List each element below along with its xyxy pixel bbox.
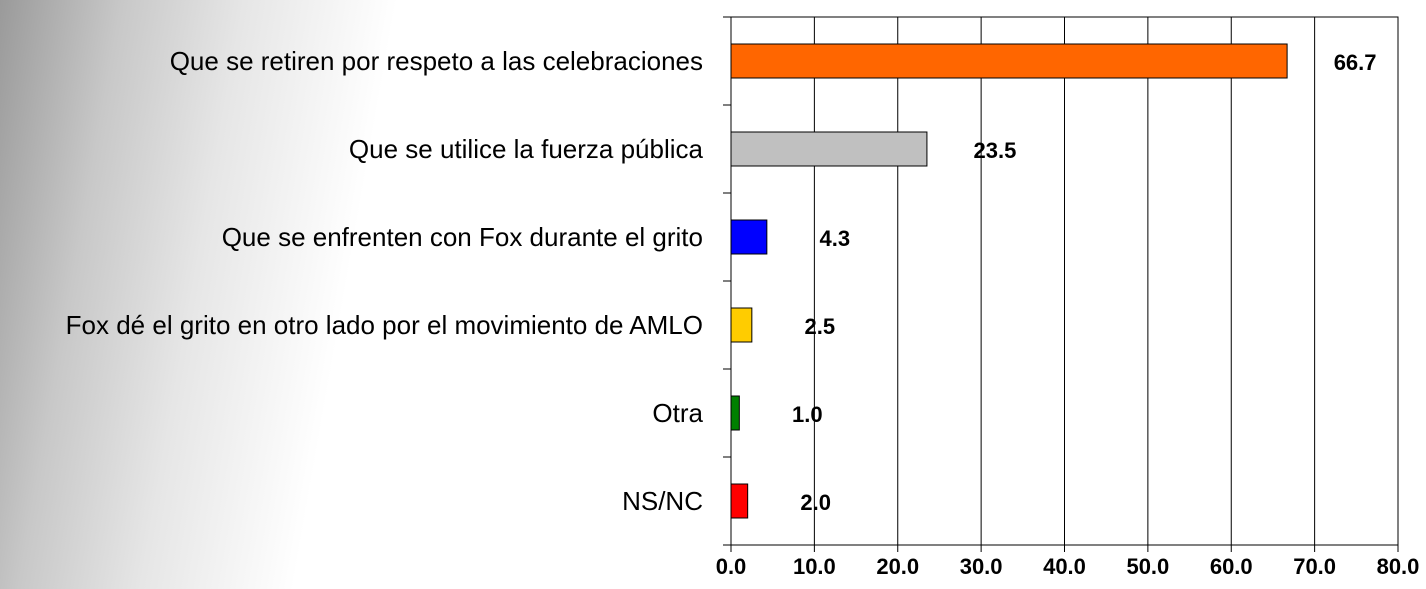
bar: [730, 395, 740, 431]
x-tick-label: 20.0: [876, 554, 919, 579]
bar: [730, 483, 749, 519]
category-label: Que se enfrenten con Fox durante el grit…: [221, 222, 703, 252]
x-tick-label: 0.0: [716, 554, 747, 579]
category-label: Que se retiren por respeto a las celebra…: [169, 46, 703, 76]
bar: [730, 43, 1288, 79]
x-tick-label: 30.0: [960, 554, 1003, 579]
value-label: 1.0: [792, 402, 823, 427]
bar: [730, 307, 753, 343]
bar: [730, 131, 928, 167]
category-label: Fox dé el grito en otro lado por el movi…: [65, 310, 703, 340]
value-label: 23.5: [974, 138, 1017, 163]
x-tick-label: 10.0: [793, 554, 836, 579]
x-tick-label: 70.0: [1293, 554, 1336, 579]
x-tick-label: 80.0: [1377, 554, 1420, 579]
value-label: 66.7: [1334, 50, 1377, 75]
x-tick-label: 60.0: [1210, 554, 1253, 579]
x-tick-label: 40.0: [1043, 554, 1086, 579]
value-label: 2.5: [805, 314, 836, 339]
value-label: 4.3: [820, 226, 851, 251]
category-label: Otra: [652, 398, 703, 428]
category-label: NS/NC: [622, 486, 703, 516]
bar: [730, 219, 768, 255]
category-label: Que se utilice la fuerza pública: [348, 134, 703, 164]
value-label: 2.0: [800, 490, 831, 515]
x-tick-label: 50.0: [1126, 554, 1169, 579]
